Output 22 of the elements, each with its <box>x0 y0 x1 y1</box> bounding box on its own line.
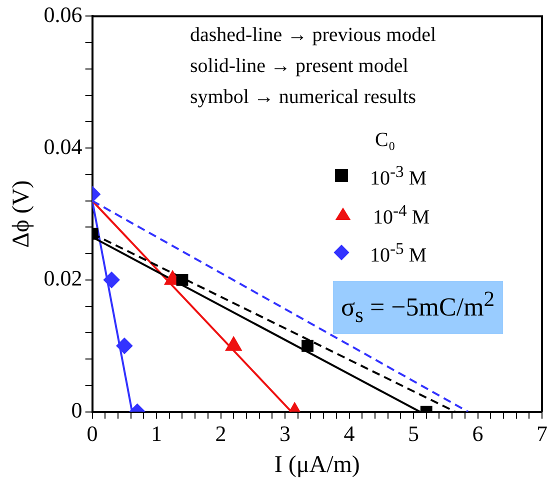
legend-title: C₀ <box>374 128 396 153</box>
annotation: dashed-line → previous model <box>190 23 436 48</box>
x-tick-label: 6 <box>472 420 484 446</box>
x-tick-label: 2 <box>215 420 226 446</box>
y-tick-label: 0 <box>71 398 82 423</box>
annotation: solid-line → present model <box>190 54 410 79</box>
x-tick-label: 1 <box>151 420 162 446</box>
y-axis-title: Δϕ (V) <box>8 180 35 248</box>
legend-label: 10$^{-5}$ M <box>370 238 427 269</box>
legend-label: 10$^{-4}$ M <box>373 200 430 230</box>
annotation: σ$_{s}$ = −5mC/m$^{2}$ <box>333 281 503 334</box>
y-tick-label: 0.04 <box>44 134 82 159</box>
x-tick-label: 5 <box>408 420 420 446</box>
x-axis-title: I (μA/m) <box>274 452 360 478</box>
x-tick-label: 0 <box>86 420 98 446</box>
annotation: symbol → numerical results <box>190 85 418 110</box>
x-tick-label: 3 <box>280 420 291 446</box>
y-tick-label: 0.06 <box>44 2 82 27</box>
legend-label: 10$^{-3}$ M <box>370 161 427 192</box>
x-tick-label: 4 <box>344 420 355 446</box>
x-tick-label: 7 <box>536 420 548 446</box>
y-tick-label: 0.02 <box>44 266 82 291</box>
